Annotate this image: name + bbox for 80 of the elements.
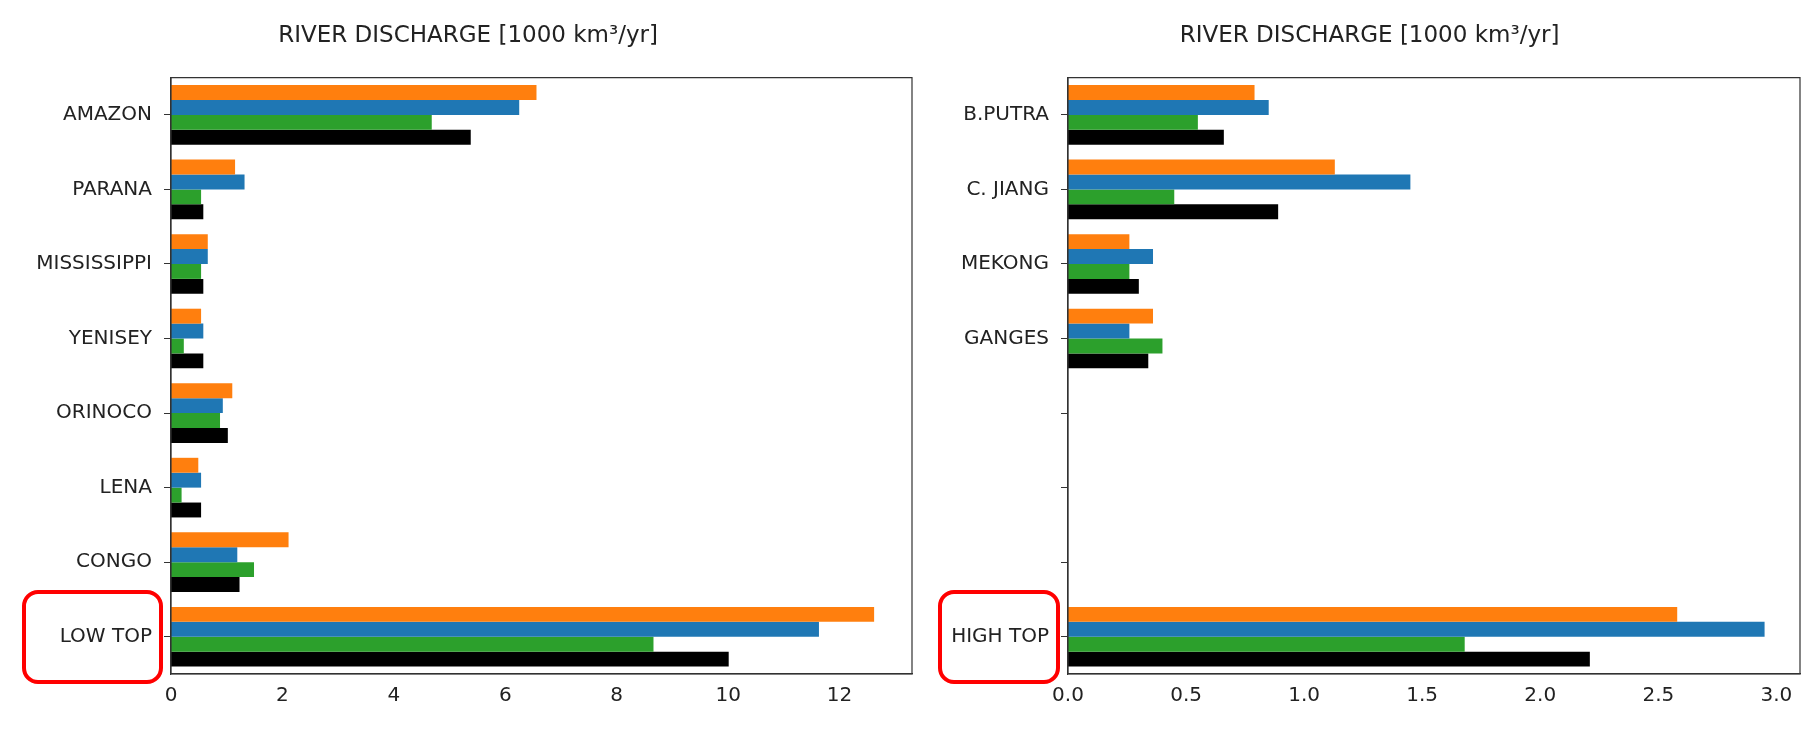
bar [171, 159, 236, 175]
bar [171, 234, 208, 250]
bar [1068, 621, 1765, 637]
x-tick-label: 1.0 [1288, 682, 1321, 707]
bar [171, 547, 238, 563]
bar [171, 651, 729, 667]
y-tick-label: HIGH TOP [951, 622, 1049, 647]
bar [171, 427, 228, 443]
bar [171, 621, 819, 637]
y-tick-label: GANGES [964, 324, 1049, 349]
bar [171, 636, 654, 652]
y-tick-label: PARANA [72, 175, 153, 200]
x-tick-label: 2.5 [1642, 682, 1675, 707]
bar [1068, 606, 1678, 622]
bar [1068, 114, 1198, 130]
x-tick-label: 0 [164, 682, 178, 707]
bar [1068, 308, 1154, 324]
bar [1068, 204, 1279, 220]
x-tick-label: 2 [276, 682, 289, 707]
bar [171, 99, 520, 115]
bar [1068, 85, 1255, 100]
bar [171, 532, 289, 548]
bar [171, 129, 471, 145]
x-tick-label: 8 [610, 682, 624, 707]
bar [1068, 99, 1269, 115]
bar [171, 174, 245, 190]
y-tick-label: ORINOCO [56, 399, 152, 424]
y-tick-label: B.PUTRA [963, 101, 1050, 126]
bar [171, 457, 199, 473]
y-tick-label: LOW TOP [59, 622, 152, 647]
bar [171, 204, 204, 220]
bar [171, 278, 204, 294]
x-tick-label: 6 [498, 682, 512, 707]
y-tick-label: AMAZON [62, 101, 152, 126]
bar [171, 502, 202, 518]
bar [1068, 353, 1149, 369]
bar [171, 189, 202, 205]
chart-title: RIVER DISCHARGE [1000 km³/yr] [1179, 20, 1560, 47]
bar [171, 85, 537, 100]
y-tick-label: YENISEY [67, 324, 153, 349]
bar [1068, 189, 1175, 205]
y-tick-label: MEKONG [960, 250, 1049, 275]
bar [171, 308, 202, 324]
x-tick-label: 0.5 [1170, 682, 1202, 707]
x-tick-label: 4 [387, 682, 401, 707]
bar [1068, 323, 1130, 339]
bar [171, 413, 221, 428]
bar [1068, 338, 1163, 354]
bar [1068, 129, 1224, 145]
bar [1068, 263, 1130, 279]
bar [171, 114, 432, 130]
bar [171, 606, 875, 622]
y-tick-label: C. JIANG [966, 175, 1049, 200]
bar [171, 487, 182, 503]
x-tick-label: 10 [715, 682, 741, 707]
bar [171, 383, 233, 399]
x-tick-label: 2.0 [1524, 682, 1557, 707]
bar [171, 577, 240, 592]
y-tick-label: CONGO [76, 548, 152, 573]
x-tick-label: 12 [826, 682, 853, 707]
bar [1068, 174, 1411, 190]
bar [1068, 249, 1154, 264]
bar [1068, 651, 1590, 667]
bar [1068, 234, 1130, 250]
bar [171, 323, 204, 339]
bar [171, 353, 204, 369]
bar [171, 398, 223, 414]
bar [1068, 636, 1465, 652]
chart-title: RIVER DISCHARGE [1000 km³/yr] [278, 20, 658, 47]
bar [171, 562, 255, 578]
x-tick-label: 1.5 [1406, 682, 1439, 707]
bar [171, 249, 208, 264]
y-tick-label: LENA [99, 473, 153, 498]
x-tick-label: 3.0 [1760, 682, 1793, 707]
bar [1068, 159, 1335, 175]
bar [1068, 278, 1139, 294]
x-tick-label: 0.0 [1052, 682, 1084, 707]
y-tick-label: MISSISSIPPI [36, 250, 152, 275]
bar [171, 472, 202, 488]
bar [171, 263, 202, 279]
